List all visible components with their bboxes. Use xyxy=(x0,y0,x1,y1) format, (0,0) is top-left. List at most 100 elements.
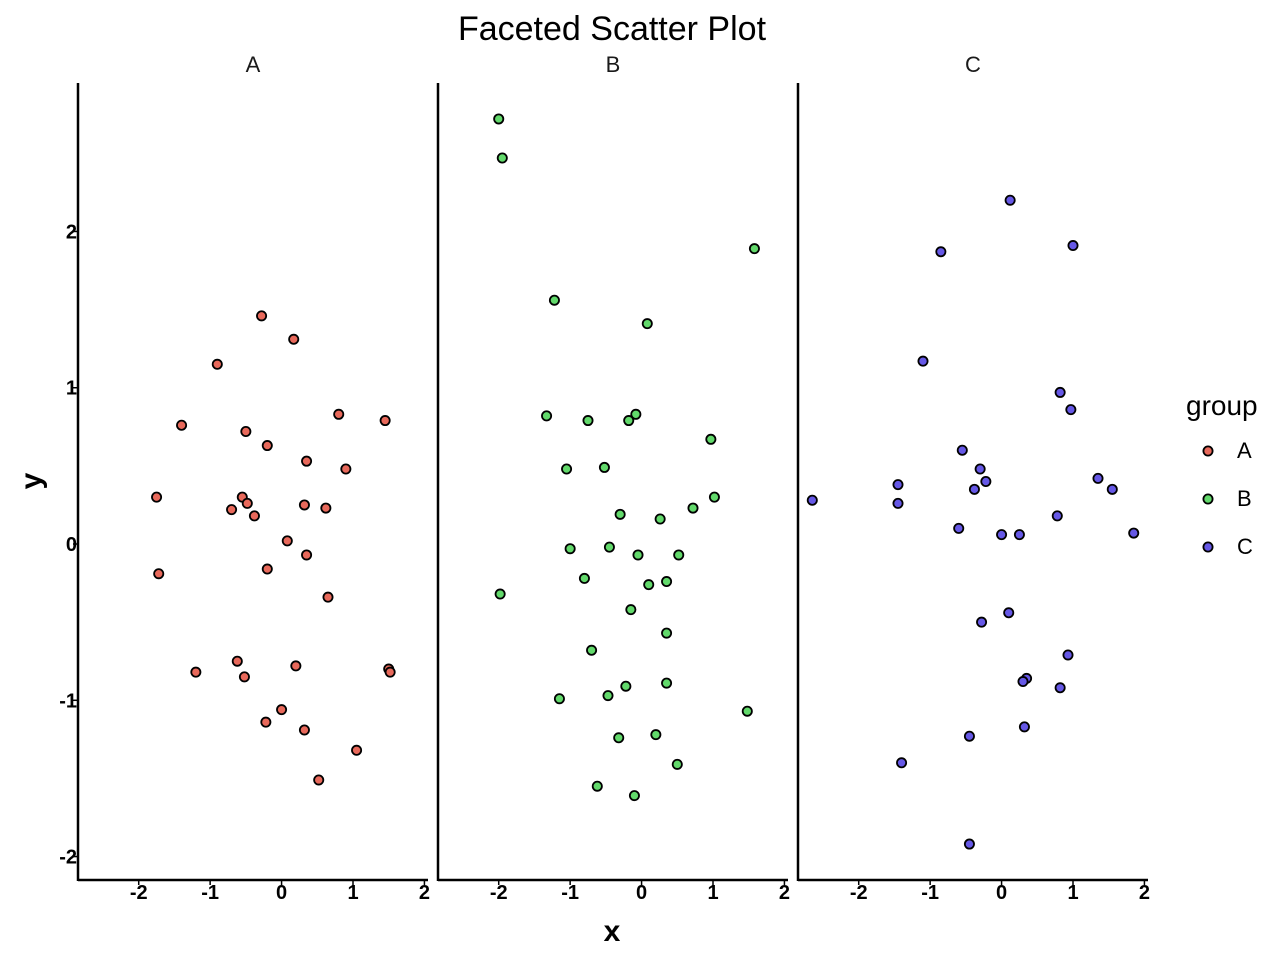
x-tick-label: 2 xyxy=(1139,882,1150,904)
data-point-c xyxy=(1106,483,1118,495)
data-point-b xyxy=(603,541,615,553)
data-point-c xyxy=(1013,529,1025,541)
data-point-a xyxy=(298,724,310,736)
data-point-a xyxy=(211,358,223,370)
data-point-b xyxy=(582,415,594,427)
legend-label: C xyxy=(1237,534,1253,559)
data-point-c xyxy=(1018,721,1030,733)
legend-item-b: B xyxy=(1202,486,1252,511)
data-point-c xyxy=(917,355,929,367)
data-point-c xyxy=(1062,649,1074,661)
data-point-c xyxy=(1051,510,1063,522)
data-point-c xyxy=(1128,527,1140,539)
data-point-b xyxy=(578,572,590,584)
data-point-a xyxy=(176,419,188,431)
legend: group ABC xyxy=(1186,390,1258,559)
x-tick-label: 1 xyxy=(1067,882,1078,904)
data-point-a xyxy=(322,591,334,603)
data-point-c xyxy=(956,444,968,456)
data-point-b xyxy=(553,693,565,705)
data-point-b xyxy=(602,690,614,702)
facet-strip-label: C xyxy=(965,52,981,77)
data-point-a xyxy=(384,666,396,678)
legend-swatch xyxy=(1202,493,1214,505)
x-tick-label: -2 xyxy=(850,882,868,904)
data-point-b xyxy=(705,433,717,445)
data-point-b xyxy=(496,152,508,164)
data-point-b xyxy=(741,705,753,717)
data-point-a xyxy=(240,425,252,437)
data-point-c xyxy=(963,730,975,742)
data-point-b xyxy=(628,790,640,802)
facet-panel-a: A -2 -1 0 1 2 -2 -1 0 1 2 xyxy=(59,52,430,904)
data-point-c xyxy=(806,494,818,506)
data-point-b xyxy=(650,729,662,741)
facet-panel-c: C -2 -1 0 1 2 xyxy=(796,52,1150,904)
data-point-b xyxy=(564,543,576,555)
data-point-a xyxy=(301,549,313,561)
data-point-a xyxy=(301,455,313,467)
data-point-a xyxy=(256,310,268,322)
data-point-b xyxy=(661,576,673,588)
data-point-a xyxy=(276,704,288,716)
x-tick-label: 0 xyxy=(636,882,647,904)
legend-label: B xyxy=(1237,486,1252,511)
data-point-a xyxy=(261,563,273,575)
legend-title: group xyxy=(1186,390,1258,421)
data-point-a xyxy=(333,408,345,420)
legend-label: A xyxy=(1237,438,1252,463)
x-tick-label: -1 xyxy=(921,882,939,904)
data-point-b xyxy=(541,410,553,422)
data-point-b xyxy=(598,461,610,473)
data-point-c xyxy=(1067,240,1079,252)
data-point-a xyxy=(298,499,310,511)
data-point-b xyxy=(643,579,655,591)
data-point-a xyxy=(313,774,325,786)
y-axis-title: y xyxy=(15,472,48,489)
data-point-a xyxy=(281,535,293,547)
data-point-b xyxy=(623,415,635,427)
x-tick-label: 1 xyxy=(347,882,358,904)
data-point-c xyxy=(1054,682,1066,694)
data-point-a xyxy=(261,440,273,452)
facet-panels: A -2 -1 0 1 2 -2 -1 0 1 2 B -2 -1 0 1 2 C -2 -1 0 1 2 xyxy=(59,52,1150,904)
data-point-c xyxy=(996,529,1008,541)
facet-strip-label: B xyxy=(606,52,621,77)
data-point-b xyxy=(591,780,603,792)
data-point-c xyxy=(935,246,947,258)
data-point-c xyxy=(1017,676,1029,688)
data-point-b xyxy=(548,294,560,306)
data-point-b xyxy=(561,463,573,475)
x-axis-title: x xyxy=(604,915,621,948)
facet-strip-label: A xyxy=(246,52,261,77)
x-tick-label: -2 xyxy=(490,882,508,904)
data-point-a xyxy=(290,660,302,672)
y-tick-label: -2 xyxy=(59,847,77,869)
data-point-b xyxy=(493,113,505,125)
data-point-b xyxy=(687,502,699,514)
data-point-a xyxy=(379,415,391,427)
data-point-a xyxy=(248,510,260,522)
x-tick-label: 2 xyxy=(779,882,790,904)
data-point-b xyxy=(630,408,642,420)
y-tick-label: -1 xyxy=(59,690,77,712)
data-point-b xyxy=(661,677,673,689)
y-tick-label: 0 xyxy=(66,534,77,556)
data-point-a xyxy=(231,655,243,667)
data-point-c xyxy=(980,475,992,487)
data-point-c xyxy=(1065,404,1077,416)
data-point-c xyxy=(896,757,908,769)
data-point-b xyxy=(614,508,626,520)
data-point-b xyxy=(625,604,637,616)
legend-items: ABC xyxy=(1202,438,1253,559)
x-tick-label: 0 xyxy=(276,882,287,904)
data-point-b xyxy=(671,758,683,770)
data-point-a xyxy=(153,568,165,580)
legend-swatch xyxy=(1202,445,1214,457)
data-point-b xyxy=(748,243,760,255)
data-point-b xyxy=(641,318,653,330)
legend-item-a: A xyxy=(1202,438,1252,463)
x-tick-label: 2 xyxy=(419,882,430,904)
data-point-a xyxy=(190,666,202,678)
